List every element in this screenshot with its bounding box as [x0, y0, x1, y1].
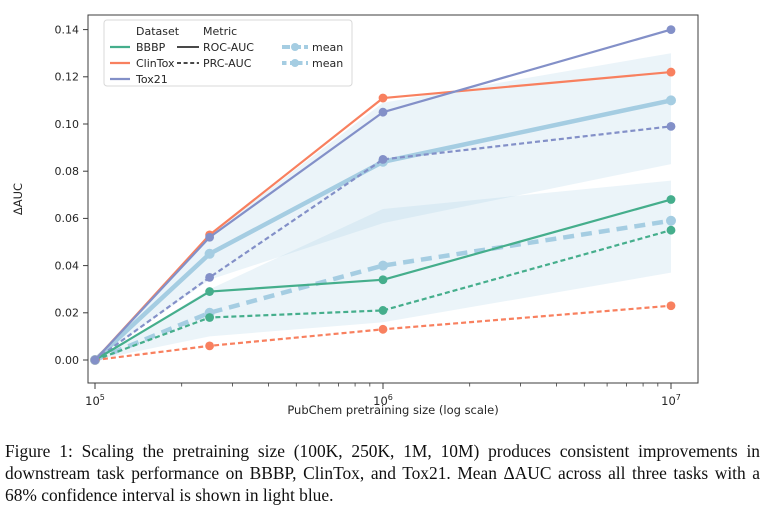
x-tick-label: 107	[661, 393, 681, 408]
legend-box	[103, 19, 353, 87]
marker-clintox-roc-auc-1M	[378, 93, 388, 103]
y-axis: 0.00 0.02 0.04 0.06 0.08 0.10 0.12 0.14 ΔAUC	[11, 23, 88, 367]
x-axis: 105 106 107 PubChem pretraining size (log s…	[85, 383, 681, 417]
y-axis-label: ΔAUC	[11, 183, 25, 215]
marker-clintox-prc-auc-250K	[205, 341, 215, 351]
marker-clintox-prc-auc-1M	[378, 324, 388, 334]
marker-bbbp-roc-auc-10M	[666, 195, 676, 204]
marker-mean-roc-auc-10M	[666, 95, 676, 106]
series-line-mean-prc-auc	[94, 218, 672, 363]
marker-mean-prc-auc-1M	[378, 260, 388, 271]
series-line-clintox-prc-auc	[94, 304, 672, 362]
marker-bbbp-roc-auc-250K	[205, 287, 215, 296]
marker-tox21-prc-auc-1M	[378, 155, 388, 164]
marker-bbbp-prc-auc-250K	[205, 313, 215, 322]
marker-bbbp-roc-auc-1M	[378, 275, 388, 285]
y-tick-label: 0.08	[55, 165, 80, 178]
series-line-mean-roc-auc	[93, 98, 672, 362]
y-tick-label: 0.14	[55, 23, 80, 36]
legend-label: mean	[312, 57, 343, 70]
legend-label: PRC-AUC	[203, 57, 252, 70]
legend-item-mean-2-0: mean	[282, 41, 343, 54]
marker-tox21-prc-auc-10M	[666, 121, 676, 131]
series-line-bbbp-prc-auc	[94, 229, 672, 362]
legend-mean-marker	[291, 43, 299, 51]
legend-label: BBBP	[136, 41, 166, 54]
marker-mean-roc-auc-250K	[204, 248, 215, 259]
figure-caption: Figure 1: Scaling the pretraining size (…	[5, 441, 760, 506]
legend-mean-marker	[291, 59, 299, 67]
legend-item-prc-auc-1-1: PRC-AUC	[177, 57, 252, 70]
legend-label: mean	[312, 41, 343, 54]
marker-mean-prc-auc-10M	[666, 215, 676, 226]
y-tick-label: 0.12	[55, 71, 80, 84]
y-tick-label: 0.10	[55, 118, 80, 131]
legend-label: Tox21	[135, 73, 168, 86]
x-tick-label: 106	[373, 393, 393, 408]
y-tick-label: 0.06	[55, 212, 80, 225]
series-bbbp-roc-auc	[90, 195, 676, 365]
legend-item-bbbp-0-0: BBBP	[110, 41, 166, 54]
series-tox21-roc-auc	[90, 25, 676, 365]
legend-item-clintox-0-1: ClinTox	[110, 57, 175, 70]
legend-label: ClinTox	[136, 57, 175, 70]
legend-item-roc-auc-1-0: ROC-AUC	[177, 41, 254, 54]
y-tick-label: 0.04	[55, 259, 80, 272]
legend-item-mean-2-1: mean	[282, 57, 343, 70]
figure-chart-container: 0.00 0.02 0.04 0.06 0.08 0.10 0.12 0.14 ΔAUC 105 1…	[11, 14, 699, 417]
marker-bbbp-prc-auc-10M	[666, 225, 676, 235]
marker-bbbp-prc-auc-1M	[378, 306, 388, 315]
y-tick-label: 0.02	[55, 307, 80, 320]
marker-tox21-roc-auc-10M	[666, 25, 676, 34]
chart-legend: Dataset BBBP ClinTox Tox21 Metric ROC-AUC PRC-…	[103, 19, 353, 87]
series-line-bbbp-roc-auc	[94, 198, 672, 361]
x-axis-label: PubChem pretraining size (log scale)	[287, 403, 498, 417]
legend-title-metric: Metric	[203, 25, 237, 38]
legend-title-dataset: Dataset	[136, 25, 180, 38]
legend-label: ROC-AUC	[203, 41, 254, 54]
marker-tox21-prc-auc-250K	[205, 273, 215, 282]
legend-item-tox21-0-2: Tox21	[110, 73, 168, 86]
marker-tox21-roc-auc-1M	[378, 107, 388, 117]
marker-clintox-prc-auc-10M	[666, 301, 676, 311]
x-tick-label: 105	[85, 393, 105, 408]
y-tick-label: 0.00	[55, 354, 80, 367]
series-line-tox21-roc-auc	[94, 28, 672, 361]
marker-clintox-roc-auc-10M	[666, 67, 676, 77]
marker-tox21-roc-auc-250K	[205, 232, 215, 242]
marker-tox21-roc-auc-100K	[90, 355, 100, 365]
